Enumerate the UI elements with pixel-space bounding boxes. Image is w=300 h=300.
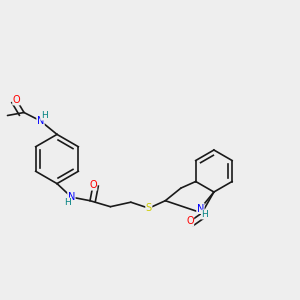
Text: N: N bbox=[68, 192, 75, 202]
Text: H: H bbox=[41, 111, 47, 120]
Text: S: S bbox=[146, 203, 152, 213]
Text: N: N bbox=[37, 116, 44, 126]
Text: H: H bbox=[202, 210, 208, 219]
Text: O: O bbox=[186, 216, 194, 226]
Text: N: N bbox=[197, 203, 204, 214]
Text: O: O bbox=[89, 180, 97, 190]
Text: H: H bbox=[64, 198, 71, 207]
Text: O: O bbox=[13, 95, 20, 105]
